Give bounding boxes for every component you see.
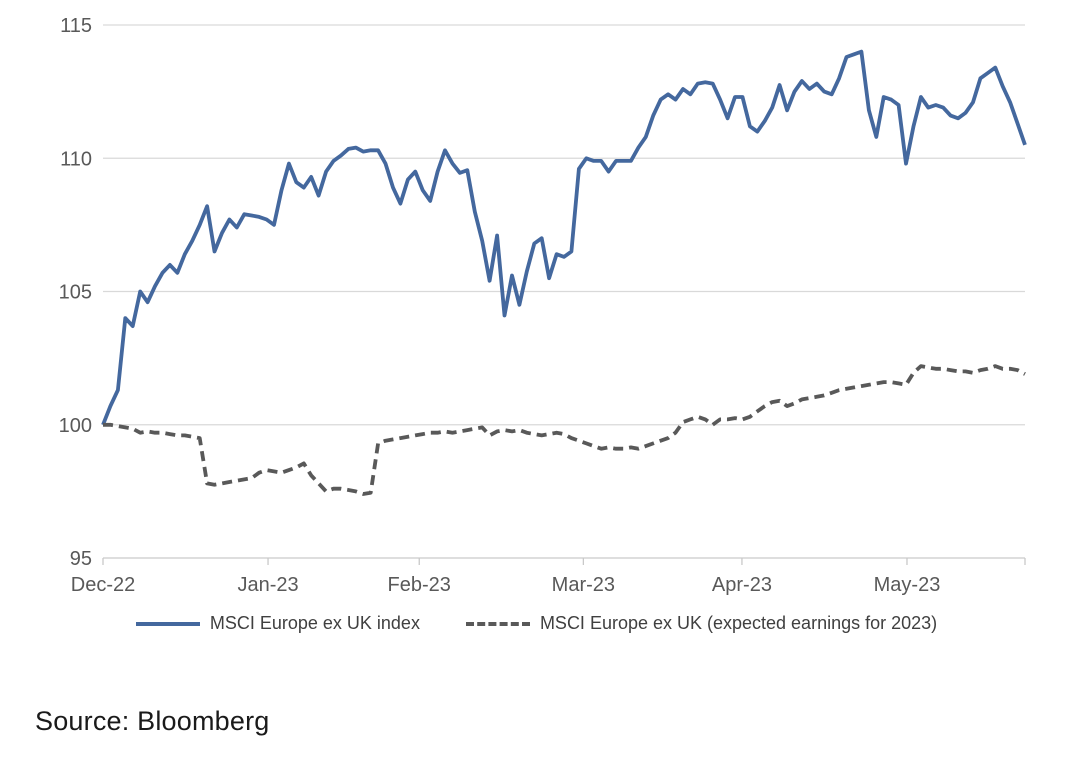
x-tick-label: Mar-23 (552, 574, 615, 596)
solid-line-swatch-icon (135, 621, 200, 626)
axis-ticks (102, 558, 1026, 565)
line-chart: 95 100 105 110 115 Dec-22 Jan-23 Feb-23 Mar-23 A… (59, 15, 1027, 596)
legend-label-earnings: MSCI Europe ex UK (expected earnings for… (539, 613, 938, 633)
x-tick-label: May-23 (874, 574, 941, 596)
y-axis-labels: 95 100 105 110 115 (59, 15, 92, 570)
source-note: Source: Bloomberg (35, 706, 270, 736)
x-tick-label: Feb-23 (388, 574, 451, 596)
y-tick-label: 100 (59, 415, 92, 437)
x-axis-labels: Dec-22 Jan-23 Feb-23 Mar-23 Apr-23 May-23 (71, 574, 941, 596)
index-line (101, 49, 1027, 426)
plot-area: 95 100 105 110 115 Dec-22 Jan-23 Feb-23 Mar-23 A… (59, 15, 1027, 596)
legend-item-earnings: MSCI Europe ex UK (expected earnings for… (465, 613, 938, 634)
x-tick-label: Jan-23 (237, 574, 298, 596)
y-tick-label: 115 (60, 15, 92, 37)
legend: MSCI Europe ex UK index MSCI Europe ex U… (0, 613, 1073, 634)
x-tick-label: Dec-22 (71, 574, 135, 596)
series-lines (101, 49, 1027, 496)
y-tick-label: 105 (59, 282, 92, 304)
x-tick-label: Apr-23 (712, 574, 772, 596)
y-tick-label: 110 (60, 148, 92, 170)
y-tick-label: 95 (70, 548, 92, 570)
dashed-line-swatch-icon (465, 621, 530, 626)
legend-label-index: MSCI Europe ex UK index (209, 613, 420, 633)
gridlines (103, 24, 1025, 559)
legend-item-index: MSCI Europe ex UK index (135, 613, 420, 634)
expected-earnings-line (103, 364, 1026, 496)
